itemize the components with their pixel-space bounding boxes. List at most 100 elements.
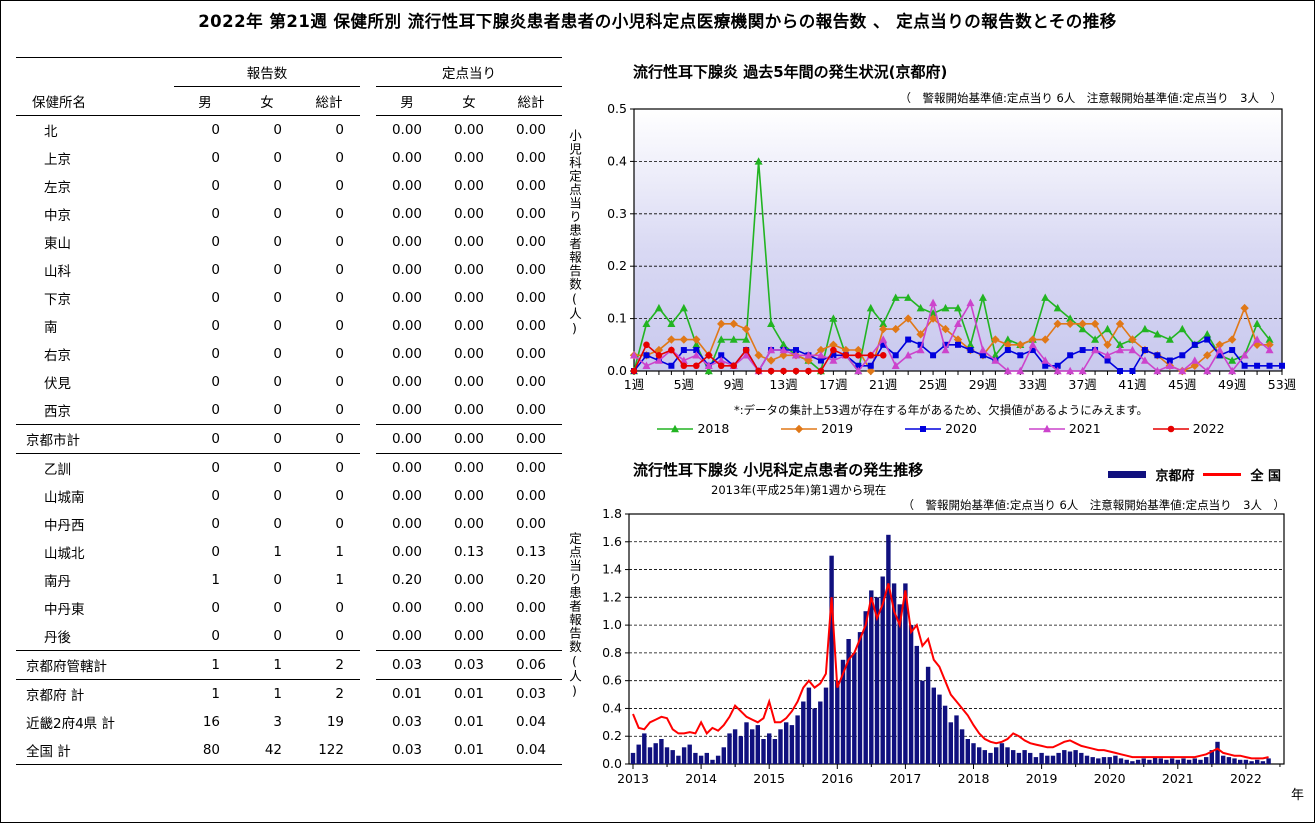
svg-text:2014: 2014 — [685, 771, 717, 786]
svg-text:2020: 2020 — [1094, 771, 1126, 786]
health-center-name: 中丹東 — [44, 602, 85, 618]
value-cell: 1 — [211, 572, 220, 588]
health-center-name: 東山 — [44, 236, 71, 252]
trend-chart-plot: 0.0 0.2 0.4 0.6 0.8 1.0 1.2 1.4 1.6 1.8 2013 2014 20… — [602, 506, 1285, 786]
value-cell: 0 — [211, 178, 220, 194]
table-row: 中丹西 0 0 0 0.00 0.00 0.00 — [16, 510, 562, 538]
value-cell: 0.03 — [500, 679, 562, 708]
group-gap — [360, 312, 376, 340]
legend-item-2018: 2018 — [657, 421, 729, 436]
group-gap — [360, 144, 376, 172]
value-cell: 0.00 — [391, 178, 422, 194]
table-row: 全国 計 80 42 122 0.03 0.01 0.04 — [16, 736, 562, 765]
value-cell: 0 — [273, 122, 282, 138]
table-row: 山城南 0 0 0 0.00 0.00 0.00 — [16, 482, 562, 510]
value-cell: 0 — [273, 346, 282, 362]
value-cell: 0.00 — [391, 628, 422, 644]
value-cell: 0.01 — [453, 714, 484, 730]
value-cell: 0 — [273, 516, 282, 532]
value-cell: 0.00 — [515, 318, 546, 334]
value-cell: 0.00 — [376, 424, 438, 454]
legend-item-2020: 2020 — [905, 421, 977, 436]
health-center-name: 上京 — [44, 152, 71, 168]
value-cell: 0.13 — [453, 544, 484, 560]
value-cell: 0.00 — [515, 262, 546, 278]
table-row: 京都府管轄計 1 1 2 0.03 0.03 0.06 — [16, 650, 562, 680]
value-cell: 0.04 — [515, 714, 546, 730]
value-cell: 0 — [211, 318, 220, 334]
group-gap — [360, 425, 376, 454]
value-cell: 0 — [273, 290, 282, 306]
table-row: 中京 0 0 0 0.00 0.00 0.00 — [16, 200, 562, 228]
chart1-title: 流行性耳下腺炎 過去5年間の発生状況(京都府) — [633, 63, 948, 81]
legend-item-2019: 2019 — [781, 421, 853, 436]
value-cell: 0 — [335, 206, 344, 222]
value-cell: 0.00 — [391, 488, 422, 504]
group-gap — [360, 340, 376, 368]
value-cell: 0 — [273, 402, 282, 418]
value-cell: 122 — [298, 736, 360, 765]
national-legend-swatch — [1203, 473, 1242, 476]
chart2-subtitle: 2013年(平成25年)第1週から現在 — [711, 483, 887, 497]
value-cell: 1 — [273, 544, 282, 560]
value-cell: 19 — [326, 714, 344, 730]
svg-text:49週: 49週 — [1218, 377, 1247, 392]
svg-text:2019: 2019 — [1026, 771, 1058, 786]
group-header-row: 報告数 定点当り — [16, 57, 562, 87]
value-cell: 0 — [273, 318, 282, 334]
table-row: 左京 0 0 0 0.00 0.00 0.00 — [16, 172, 562, 200]
per-sentinel-group-header: 定点当り — [376, 57, 562, 87]
group-gap — [360, 566, 376, 594]
value-cell: 0.00 — [376, 453, 438, 482]
value-cell: 1 — [174, 650, 236, 680]
value-cell: 1 — [236, 679, 298, 708]
health-center-name: 北 — [44, 124, 58, 140]
svg-text:9週: 9週 — [723, 377, 744, 392]
group-gap — [360, 87, 376, 116]
value-cell: 0 — [236, 424, 298, 454]
value-cell: 0.00 — [391, 262, 422, 278]
table-row: 南丹 1 0 1 0.20 0.00 0.20 — [16, 566, 562, 594]
value-cell: 2 — [298, 679, 360, 708]
col-header-total: 総計 — [298, 86, 360, 116]
health-center-name: 左京 — [44, 180, 71, 196]
health-center-name: 西京 — [44, 404, 71, 420]
svg-text:1週: 1週 — [624, 377, 645, 392]
table-row: 近畿2府4県 計 16 3 19 0.03 0.01 0.04 — [16, 708, 562, 736]
value-cell: 16 — [202, 714, 220, 730]
value-cell: 0 — [211, 346, 220, 362]
value-cell: 0.01 — [438, 679, 500, 708]
value-cell: 0 — [335, 122, 344, 138]
health-center-name: 下京 — [44, 292, 71, 308]
group-gap — [360, 482, 376, 510]
value-cell: 0.00 — [500, 453, 562, 482]
chart1-criteria-note: （ 警報開始基準値:定点当り 6人 注意報開始基準値:定点当り 3人 ） — [899, 91, 1282, 105]
value-cell: 0 — [273, 600, 282, 616]
value-cell: 0.00 — [391, 544, 422, 560]
svg-text:0.4: 0.4 — [607, 153, 627, 168]
chart2-title: 流行性耳下腺炎 小児科定点患者の発生推移 — [633, 461, 924, 479]
group-gap — [360, 284, 376, 312]
value-cell: 42 — [236, 736, 298, 765]
chart2-x-axis-label: 年 — [1291, 788, 1305, 803]
value-cell: 0.00 — [453, 600, 484, 616]
group-gap — [360, 708, 376, 736]
group-gap — [360, 57, 376, 87]
svg-text:0.5: 0.5 — [607, 101, 627, 116]
value-cell: 0.00 — [391, 346, 422, 362]
svg-text:13週: 13週 — [769, 377, 798, 392]
value-cell: 0.00 — [515, 346, 546, 362]
health-center-name: 南 — [44, 320, 58, 336]
table-row: 山科 0 0 0 0.00 0.00 0.00 — [16, 256, 562, 284]
svg-text:2022: 2022 — [1230, 771, 1262, 786]
chart2-y-axis-label: 定点当り患者報告数(人) — [567, 532, 582, 699]
value-cell: 0.20 — [391, 572, 422, 588]
value-cell: 0.00 — [515, 600, 546, 616]
group-gap — [360, 200, 376, 228]
value-cell: 0.20 — [515, 572, 546, 588]
value-cell: 0 — [174, 453, 236, 482]
value-cell: 0.00 — [515, 234, 546, 250]
chart2-criteria-note: （ 警報開始基準値:定点当り 6人 注意報開始基準値:定点当り 3人 ） — [902, 498, 1285, 512]
value-cell: 0.00 — [453, 572, 484, 588]
value-cell: 0.00 — [515, 178, 546, 194]
